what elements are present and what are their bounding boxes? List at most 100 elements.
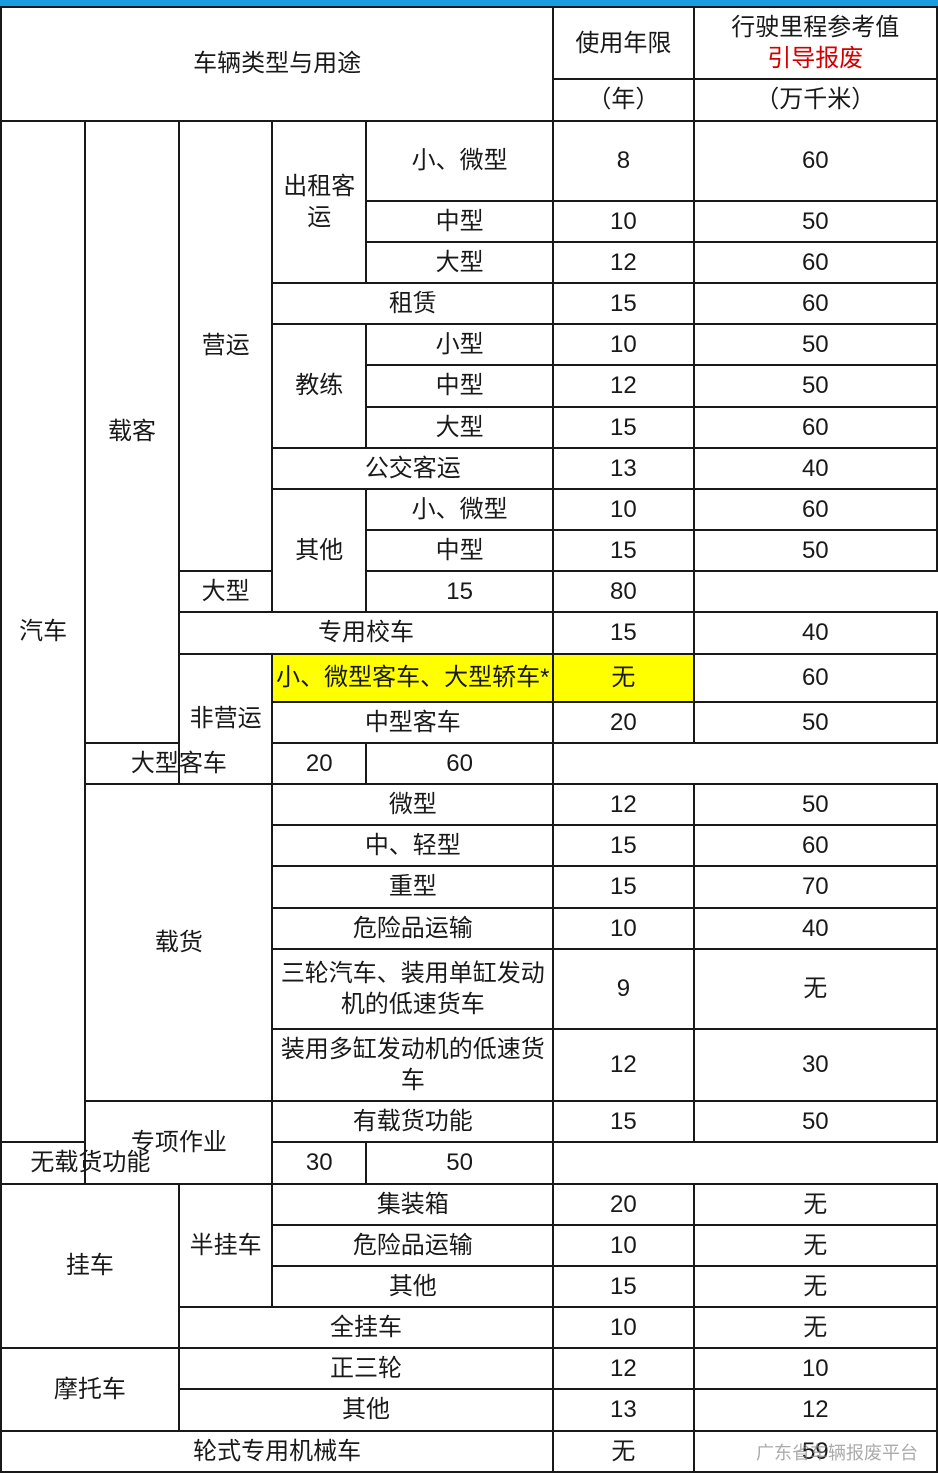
header-mileage-unit: （万千米） [694,79,937,120]
cell-years: 15 [553,866,693,907]
cell-years: 10 [553,908,693,949]
cat-cargo: 载货 [85,784,272,1101]
cell-years: 15 [553,407,693,448]
cell-years: 12 [553,1348,693,1389]
watermark-text: 广东省车辆报废平台 [756,1439,918,1465]
cell-years: 15 [553,530,693,571]
cell-size: 中、轻型 [272,825,553,866]
cell-mileage: 50 [694,201,937,242]
cat-training: 教练 [272,324,366,448]
cell-years: 13 [553,448,693,489]
cell-size: 小、微型 [366,121,553,201]
cell-size: 小、微型 [366,489,553,530]
cell-years: 15 [553,612,693,653]
cell-mileage: 50 [694,1101,937,1142]
cell-size: 重型 [272,866,553,907]
cat-trailer: 挂车 [1,1184,179,1349]
cell-years: 13 [553,1389,693,1430]
cat-other: 其他 [272,489,366,613]
cell-years: 15 [553,1101,693,1142]
cell-mileage: 50 [366,1142,553,1183]
cell-size: 大型客车 [85,743,272,784]
cell-mileage: 60 [694,283,937,324]
cell-mileage: 60 [694,121,937,201]
cell-years: 12 [553,784,693,825]
cell-mileage: 无 [694,1266,937,1307]
cell-size: 大型 [179,571,273,612]
cell-years: 12 [553,365,693,406]
cell-size: 危险品运输 [272,1225,553,1266]
cell-years: 12 [553,242,693,283]
cell-size: 微型 [272,784,553,825]
header-mileage-line1: 行驶里程参考值 [731,14,899,41]
cat-auto: 汽车 [1,121,85,1143]
cell-mileage: 40 [694,612,937,653]
cell-mileage: 80 [553,571,693,612]
cell-years: 30 [272,1142,366,1183]
cell-years: 10 [553,201,693,242]
cell-size: 中型 [366,530,553,571]
cell-size: 中型 [366,201,553,242]
cell-years: 9 [553,949,693,1029]
cell-years: 8 [553,121,693,201]
cell-mileage: 10 [694,1348,937,1389]
cell-size: 其他 [179,1389,553,1430]
cell-size: 有载货功能 [272,1101,553,1142]
cell-mileage: 50 [694,702,937,743]
cat-bus: 公交客运 [272,448,553,489]
cell-mileage: 50 [694,324,937,365]
cell-mileage: 无 [694,949,937,1029]
cat-taxi: 出租客运 [272,121,366,283]
cell-mileage: 40 [694,908,937,949]
cat-passenger: 载客 [85,121,179,743]
cell-highlighted-years: 无 [553,654,693,702]
header-years-unit: （年） [553,79,693,120]
cell-years: 20 [553,702,693,743]
vehicle-scrapping-table: 车辆类型与用途 使用年限 行驶里程参考值 引导报废 （年） （万千米） 汽车 载… [0,6,938,1473]
cell-mileage: 60 [694,407,937,448]
cell-years: 15 [553,1266,693,1307]
cell-size: 集装箱 [272,1184,553,1225]
cat-semi-trailer: 半挂车 [179,1184,273,1308]
cell-mileage: 12 [694,1389,937,1430]
header-years: 使用年限 [553,7,693,79]
cell-years: 20 [553,1184,693,1225]
cell-size: 其他 [272,1266,553,1307]
cell-mileage: 70 [694,866,937,907]
cell-years: 15 [366,571,553,612]
header-mileage: 行驶里程参考值 引导报废 [694,7,937,79]
cell-size: 装用多缸发动机的低速货车 [272,1029,553,1101]
cat-operating: 营运 [179,121,273,572]
cat-school-bus: 专用校车 [179,612,553,653]
cell-size: 正三轮 [179,1348,553,1389]
cell-size: 大型 [366,242,553,283]
cell-mileage: 无 [694,1184,937,1225]
cell-years: 20 [272,743,366,784]
cell-mileage: 60 [366,743,553,784]
cell-size: 三轮汽车、装用单缸发动机的低速货车 [272,949,553,1029]
cat-wheeled-machinery: 轮式专用机械车 [1,1431,553,1472]
header-type-usage: 车辆类型与用途 [1,7,553,121]
cell-size: 危险品运输 [272,908,553,949]
cell-size: 中型客车 [272,702,553,743]
cat-full-trailer: 全挂车 [179,1307,553,1348]
cell-years: 12 [553,1029,693,1101]
cell-years: 无 [553,1431,693,1472]
cell-years: 15 [553,825,693,866]
cell-mileage: 60 [694,242,937,283]
cell-mileage: 30 [694,1029,937,1101]
header-mileage-line2: 引导报废 [767,45,863,72]
cell-highlighted-type: 小、微型客车、大型轿车* [272,654,553,702]
cell-mileage: 无 [694,1307,937,1348]
cell-mileage: 60 [694,654,937,702]
cell-mileage: 60 [694,489,937,530]
table-container: 车辆类型与用途 使用年限 行驶里程参考值 引导报废 （年） （万千米） 汽车 载… [0,0,938,1473]
cell-years: 10 [553,489,693,530]
cell-mileage: 无 [694,1225,937,1266]
cell-mileage: 50 [694,530,937,571]
cell-mileage: 60 [694,825,937,866]
cell-years: 10 [553,324,693,365]
cell-mileage: 50 [694,365,937,406]
cell-years: 15 [553,283,693,324]
cell-years: 10 [553,1225,693,1266]
